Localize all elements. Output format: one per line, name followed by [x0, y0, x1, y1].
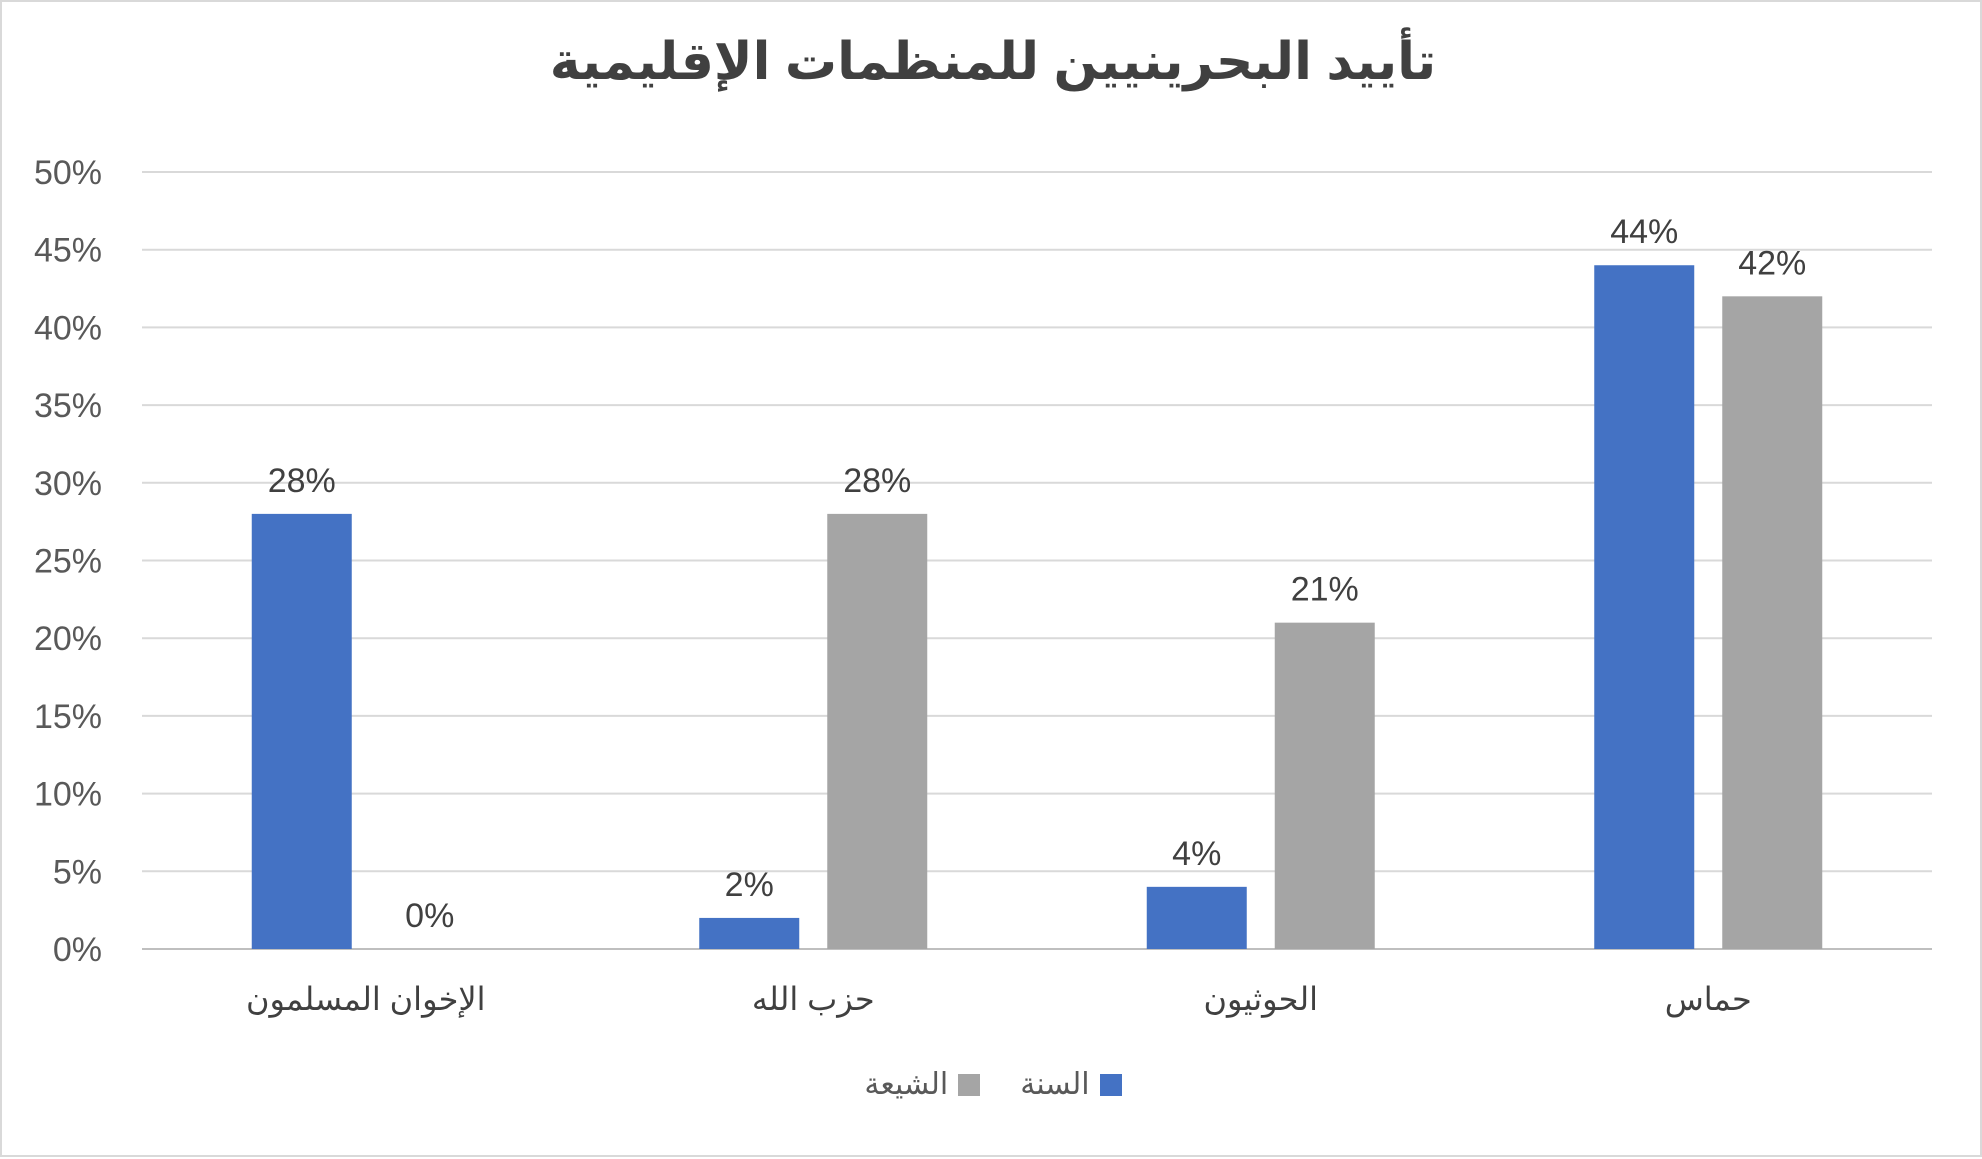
data-label: 28%	[268, 462, 336, 500]
bar	[1594, 265, 1695, 949]
y-tick-label: 45%	[34, 232, 102, 270]
x-category-label: الحوثيون	[1204, 981, 1318, 1018]
y-tick-label: 20%	[34, 620, 102, 658]
y-tick-label: 5%	[53, 853, 102, 891]
x-category-label: الإخوان المسلمون	[246, 981, 486, 1018]
bar	[827, 513, 928, 949]
x-category-label: حماس	[1665, 981, 1752, 1017]
x-category-label: حزب الله	[752, 981, 875, 1018]
legend-swatch-sunni	[1099, 1073, 1122, 1096]
data-label: 28%	[843, 462, 911, 500]
data-label: 2%	[725, 866, 774, 904]
data-label: 21%	[1291, 571, 1359, 609]
bar	[1722, 296, 1823, 949]
legend-label-sunni: السنة	[1020, 1068, 1090, 1101]
y-tick-label: 30%	[34, 465, 102, 503]
y-tick-label: 15%	[34, 698, 102, 736]
chart-title: تأييد البحرينيين للمنظمات الإقليمية	[549, 33, 1437, 91]
y-tick-label: 40%	[34, 309, 102, 347]
legend-swatch-shia	[958, 1073, 981, 1096]
y-tick-label: 35%	[34, 387, 102, 425]
data-label: 42%	[1738, 244, 1806, 282]
bar	[1274, 622, 1375, 949]
legend: السنة الشيعة	[2, 1067, 1982, 1102]
data-label: 44%	[1610, 213, 1678, 251]
y-tick-label: 10%	[34, 776, 102, 814]
bar	[251, 513, 352, 949]
data-label: 0%	[405, 897, 454, 935]
bar	[1146, 886, 1247, 949]
y-tick-label: 0%	[53, 931, 102, 969]
y-tick-label: 25%	[34, 543, 102, 581]
data-label: 4%	[1172, 835, 1221, 873]
legend-label-shia: الشيعة	[864, 1068, 949, 1101]
bar	[699, 917, 800, 949]
legend-item-sunni: السنة	[1020, 1067, 1122, 1102]
legend-item-shia: الشيعة	[864, 1067, 981, 1102]
y-tick-label: 50%	[34, 154, 102, 192]
